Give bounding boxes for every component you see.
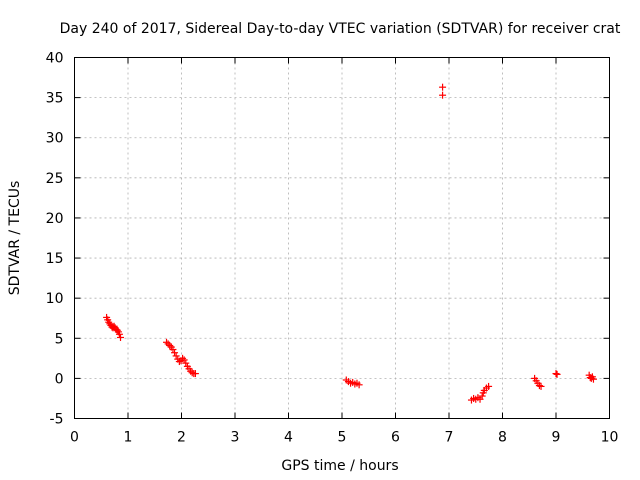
x-tick-label: 1 [124,430,133,446]
data-point [180,356,188,364]
data-point [188,369,196,377]
y-axis-label: SDTVAR / TECUs [7,181,23,296]
data-point [535,382,543,390]
data-point [553,370,561,378]
x-tick-label: 8 [498,430,507,446]
data-point [191,370,199,378]
chart-title: Day 240 of 2017, Sidereal Day-to-day VTE… [60,21,621,37]
x-tick-label: 3 [231,430,240,446]
data-point [166,341,174,349]
x-tick-label: 7 [445,430,454,446]
data-point [478,392,486,400]
y-tick-label: 35 [46,91,64,107]
data-point [117,333,125,341]
data-point [355,381,363,389]
data-point [439,91,447,99]
x-tick-labels: 0 1 2 3 4 5 6 7 8 9 10 [70,430,618,446]
data-point [171,349,179,357]
x-tick-label: 0 [70,430,79,446]
y-tick-label: -5 [50,412,64,428]
y-tick-label: 15 [46,251,64,267]
x-axis-label: GPS time / hours [281,458,398,474]
x-tick-label: 10 [601,430,619,446]
data-point [115,330,123,338]
data-point [163,338,171,346]
grid-lines [74,57,610,419]
y-tick-label: 20 [46,211,64,227]
data-points [103,83,597,404]
y-tick-labels: -5 0 5 10 15 20 25 30 35 40 [46,51,64,428]
y-tick-label: 0 [55,371,64,387]
y-tick-label: 10 [46,291,64,307]
data-point [537,382,545,390]
x-tick-label: 5 [338,430,347,446]
x-tick-label: 4 [284,430,293,446]
y-tick-label: 5 [55,331,64,347]
data-point [175,358,183,366]
x-tick-label: 9 [552,430,561,446]
x-tick-label: 2 [177,430,186,446]
data-point [164,340,172,348]
data-point [552,370,560,378]
data-point [485,382,493,390]
y-tick-label: 30 [46,131,64,147]
data-point [589,375,597,383]
y-tick-label: 25 [46,171,64,187]
data-point [179,354,187,362]
data-point [439,83,447,91]
y-tick-label: 40 [46,51,64,67]
plot-frame [74,57,610,419]
data-point [169,346,177,354]
data-point [113,326,121,334]
x-tick-label: 6 [391,430,400,446]
data-point [172,352,180,360]
data-point [182,359,190,367]
